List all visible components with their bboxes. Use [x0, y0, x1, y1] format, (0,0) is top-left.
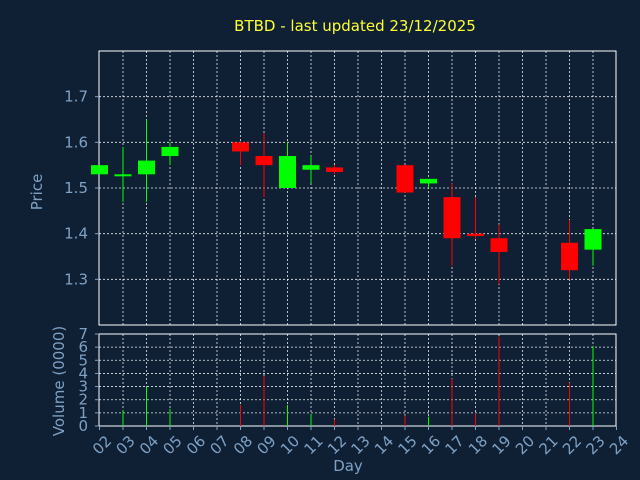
candle-body	[91, 165, 108, 175]
price-panel	[98, 50, 617, 326]
candle-19	[490, 224, 508, 284]
volume-axis-label: Volume (0000)	[50, 326, 68, 436]
x-tick-label: 12	[324, 432, 350, 458]
price-axis-label: Price	[28, 174, 46, 211]
candle-body	[232, 142, 249, 152]
candle-body	[443, 197, 461, 239]
x-tick-label: 24	[606, 432, 632, 458]
candle-03	[114, 146, 132, 202]
x-tick-label: 03	[113, 432, 139, 458]
candle-18	[467, 197, 484, 239]
volume-tick-label: 6	[78, 338, 88, 356]
candle-body	[114, 174, 132, 177]
x-tick-label: 09	[254, 432, 280, 458]
candle-body	[396, 165, 414, 193]
candle-23	[584, 229, 602, 266]
price-tick-label: 1.4	[64, 225, 88, 243]
price-tick-label: 1.6	[64, 133, 88, 151]
x-tick-label: 13	[348, 432, 374, 458]
candle-body	[584, 229, 602, 250]
price-tick-label: 1.3	[64, 270, 88, 288]
x-tick-label: 23	[583, 432, 609, 458]
candle-10	[279, 142, 296, 188]
price-y-ticks: 1.3 1.4 1.5 1.6 1.7	[64, 88, 99, 288]
x-tick-label: 21	[536, 432, 562, 458]
x-tick-label: 17	[442, 432, 468, 458]
x-tick-label: 19	[489, 432, 515, 458]
candle-16	[420, 178, 437, 188]
candle-17	[443, 183, 461, 266]
x-tick-label: 07	[207, 432, 233, 458]
candle-body	[467, 233, 484, 236]
candle-body	[138, 160, 155, 175]
volume-tick-label: 0	[78, 417, 88, 435]
volume-tick-label: 5	[78, 351, 88, 369]
x-tick-label: 08	[230, 432, 256, 458]
candle-body	[326, 167, 343, 173]
volume-tick-label: 2	[78, 391, 88, 409]
volume-tick-label: 1	[78, 404, 88, 422]
candle-body	[490, 238, 508, 252]
price-grid	[99, 51, 616, 325]
candle-body	[420, 178, 437, 184]
x-tick-label: 14	[371, 432, 397, 458]
x-tick-label: 22	[559, 432, 585, 458]
candles	[91, 119, 602, 284]
candle-05	[161, 142, 179, 166]
volume-tick-label: 3	[78, 378, 88, 396]
x-tick-label: 04	[136, 432, 162, 458]
x-tick-label: 06	[183, 432, 209, 458]
candle-body	[561, 242, 578, 271]
candle-04	[138, 119, 155, 202]
x-tick-label: 02	[89, 432, 115, 458]
candle-12	[326, 165, 343, 175]
volume-bars	[122, 336, 594, 426]
volume-tick-label: 7	[78, 325, 88, 343]
candle-body	[279, 156, 296, 188]
candle-15	[396, 165, 414, 193]
candle-02	[91, 165, 108, 175]
price-tick-label: 1.5	[64, 179, 88, 197]
x-axis-label: Day	[333, 457, 363, 475]
candle-22	[561, 219, 578, 280]
candle-body	[255, 156, 273, 166]
x-tick-label: 20	[512, 432, 538, 458]
x-tick-label: 11	[301, 432, 327, 458]
volume-panel	[98, 333, 617, 427]
candle-body	[161, 146, 179, 157]
x-tick-label: 05	[160, 432, 186, 458]
x-tick-label: 10	[277, 432, 303, 458]
volume-tick-label: 4	[78, 364, 88, 382]
x-tick-label: 15	[395, 432, 421, 458]
price-tick-label: 1.7	[64, 88, 88, 106]
day-x-ticks: 0203040506070809101112131415161718192021…	[89, 426, 632, 458]
x-tick-label: 18	[465, 432, 491, 458]
x-tick-label: 16	[418, 432, 444, 458]
candle-08	[232, 142, 249, 166]
candle-09	[255, 133, 273, 198]
candle-body	[302, 165, 320, 170]
candle-11	[302, 156, 320, 184]
chart-title: BTBD - last updated 23/12/2025	[234, 17, 476, 35]
